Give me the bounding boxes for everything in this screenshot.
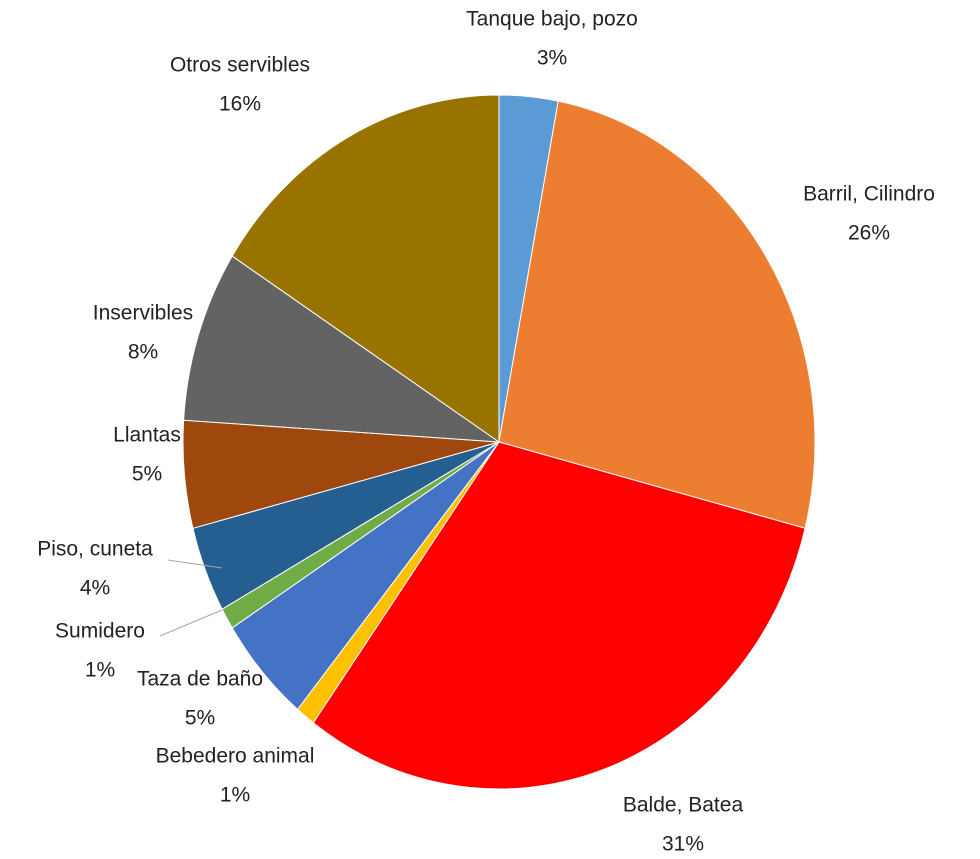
slice-value-label: 4% [80, 577, 110, 600]
slice-label: Tanque bajo, pozo [466, 8, 638, 31]
slice-label: Inservibles [93, 302, 193, 325]
slice-value-label: 1% [85, 659, 115, 682]
slice-value-label: 8% [128, 341, 158, 364]
pie-slice [183, 255, 501, 443]
slice-label: Piso, cuneta [37, 538, 153, 561]
slice-value-label: 1% [220, 784, 250, 807]
slice-label: Otros servibles [170, 54, 310, 77]
slice-label: Llantas [113, 424, 181, 447]
slice-value-label: 26% [848, 222, 890, 245]
slice-value-label: 16% [219, 93, 261, 116]
slice-value-label: 31% [662, 833, 704, 856]
leader-line [167, 559, 223, 569]
slice-value-label: 5% [132, 463, 162, 486]
slice-label: Barril, Cilindro [803, 183, 935, 206]
slice-value-label: 3% [537, 47, 567, 70]
leader-line [159, 609, 223, 637]
slice-value-label: 5% [185, 707, 215, 730]
slice-label: Balde, Batea [623, 794, 744, 817]
slice-label: Sumidero [55, 620, 145, 643]
slice-label: Taza de baño [137, 668, 263, 691]
pie-slice [498, 100, 816, 529]
pie-slice [312, 441, 806, 790]
slice-label: Bebedero animal [156, 745, 315, 768]
pie [182, 94, 816, 790]
pie-slice [231, 94, 500, 443]
